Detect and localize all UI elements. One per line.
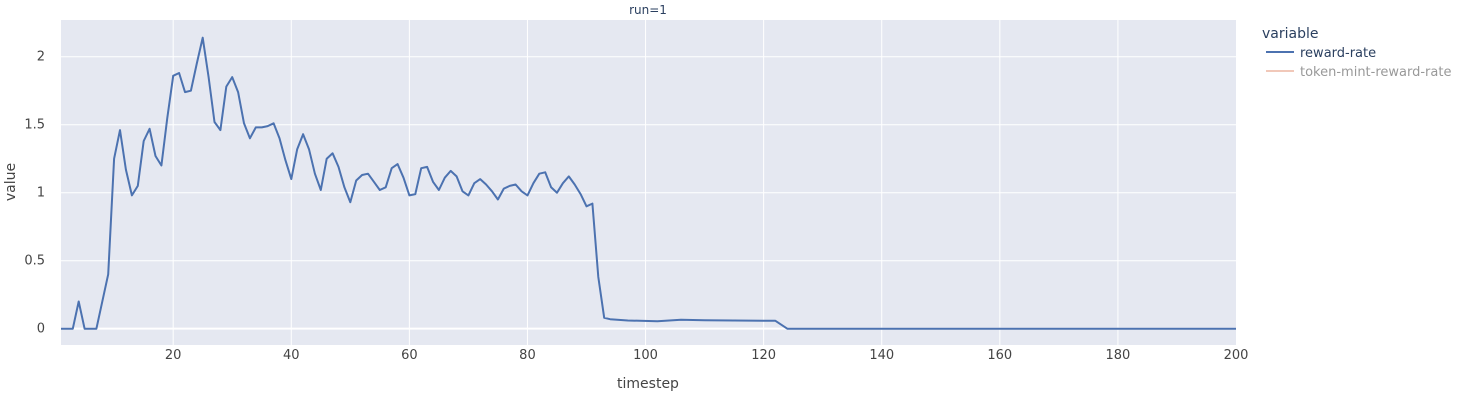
series-line-reward-rate	[61, 36, 1236, 330]
y-tick-label: 0	[37, 322, 45, 337]
legend-item-token-mint-reward-rate[interactable]: token-mint-reward-rate	[1266, 65, 1451, 80]
plot-background	[61, 20, 1236, 345]
x-tick-label: 100	[633, 348, 658, 363]
y-tick-label: 1.5	[24, 118, 45, 133]
legend-label-reward-rate: reward-rate	[1300, 46, 1376, 61]
legend-item-reward-rate[interactable]: reward-rate	[1266, 46, 1376, 61]
y-tick-label: 1	[37, 186, 45, 201]
x-tick-label: 160	[987, 348, 1012, 363]
y-tick-label: 2	[37, 50, 45, 65]
facet-title: run=1	[629, 3, 667, 17]
x-axis-title: timestep	[617, 376, 679, 392]
x-tick-label: 40	[283, 348, 300, 363]
legend-title: variable	[1262, 26, 1318, 42]
x-tick-label: 180	[1105, 348, 1130, 363]
x-tick-label: 120	[751, 348, 776, 363]
y-axis-title: value	[3, 163, 19, 201]
x-tick-label: 60	[401, 348, 418, 363]
x-tick-label: 140	[869, 348, 894, 363]
series-layer	[61, 36, 1236, 330]
x-tick-label: 20	[165, 348, 182, 363]
y-axis-ticks: 0 0.5 1 1.5 2	[24, 50, 45, 337]
x-tick-label: 200	[1224, 348, 1249, 363]
legend[interactable]: variable reward-rate token-mint-reward-r…	[1262, 26, 1451, 80]
legend-label-token-mint-reward-rate: token-mint-reward-rate	[1300, 65, 1451, 80]
x-tick-label: 80	[519, 348, 536, 363]
x-axis-ticks: 20 40 60 80 100 120 140 160 180 200	[165, 348, 1249, 363]
y-tick-label: 0.5	[24, 254, 45, 269]
